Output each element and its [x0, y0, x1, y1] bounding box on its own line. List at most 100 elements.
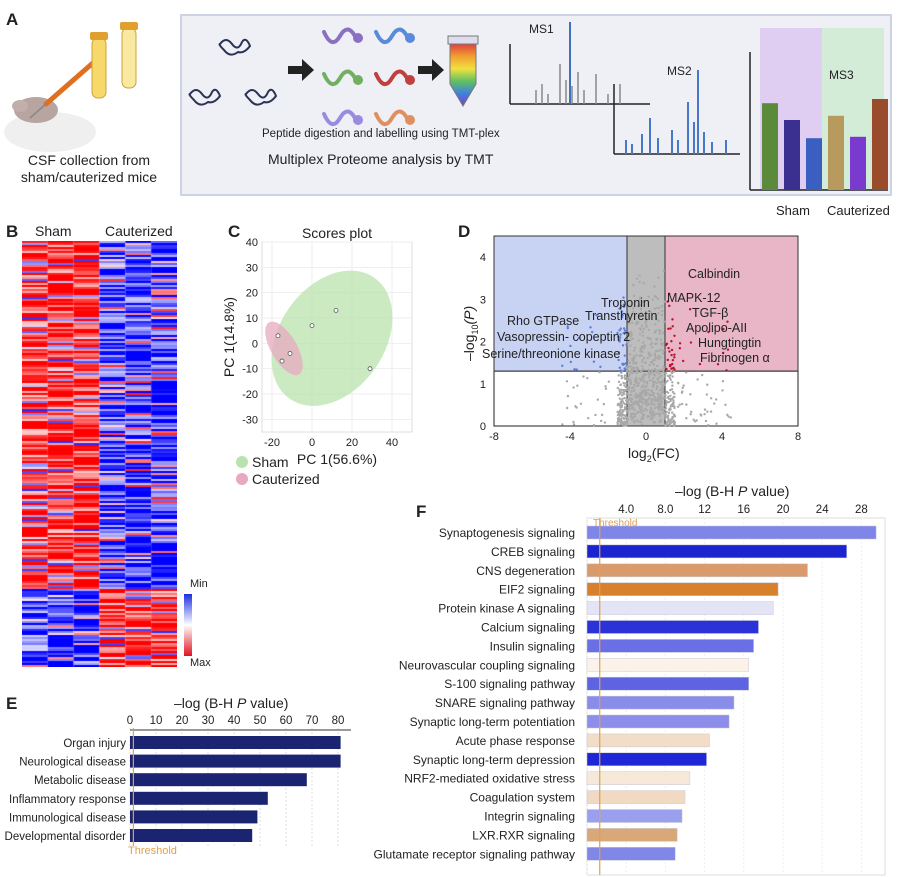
volcano-point [661, 304, 664, 308]
volcano-point [661, 388, 665, 391]
volcano-point [638, 395, 641, 398]
pca-ytick: -30 [242, 414, 258, 426]
volcano-point [706, 383, 709, 386]
volcano-point [639, 410, 642, 414]
volcano-point [672, 370, 676, 373]
panel-f-category-label: Acute phase response [456, 734, 576, 748]
volcano-point [669, 373, 672, 377]
volcano-point [623, 396, 626, 400]
volcano-point [636, 370, 639, 374]
volcano-point [623, 384, 626, 387]
panel-f-bar [586, 563, 808, 578]
volcano-point [645, 324, 648, 327]
volcano-point [689, 413, 692, 416]
volcano-point [647, 376, 651, 379]
panel-e-axis-title: –log (B-H P value) [174, 695, 289, 711]
volcano-point [630, 406, 634, 409]
volcano-point [629, 399, 632, 402]
volcano-point [664, 417, 667, 420]
panel-e-letter: E [6, 694, 18, 713]
volcano-point [628, 373, 631, 376]
volcano-point [713, 402, 716, 405]
volcano-point [676, 405, 680, 408]
panel-e-threshold-label: Threshold [128, 845, 177, 857]
volcano-point [648, 396, 651, 399]
ms3-bar [806, 138, 822, 190]
volcano-point [641, 378, 644, 382]
volcano-point [621, 344, 625, 347]
volcano-point [627, 365, 631, 368]
panel-e-xtick: 10 [150, 715, 163, 727]
volcano-point [635, 384, 638, 388]
panel-e-xtick: 40 [228, 715, 241, 727]
volcano-xtick: 4 [719, 431, 725, 443]
volcano-point [617, 380, 621, 384]
volcano-point [617, 335, 620, 339]
volcano-point [662, 365, 665, 368]
volcano-label-left: Troponin [601, 296, 650, 310]
volcano-point [626, 378, 629, 382]
volcano-point [604, 387, 608, 391]
volcano-point [621, 313, 624, 317]
volcano-point [626, 410, 630, 414]
volcano-point [633, 383, 636, 387]
volcano-point [662, 390, 665, 394]
volcano-point [671, 384, 674, 387]
volcano-point [619, 409, 622, 412]
volcano-point [660, 400, 664, 404]
volcano-point [668, 350, 671, 353]
volcano-point [662, 367, 666, 370]
volcano-point [664, 407, 668, 410]
volcano-point [669, 399, 672, 402]
volcano-ytick: 0 [480, 421, 486, 433]
volcano-point [666, 379, 669, 383]
volcano-point [617, 417, 620, 420]
volcano-point [630, 367, 634, 371]
volcano-point [647, 372, 650, 376]
volcano-point [661, 331, 665, 335]
volcano-point [651, 346, 654, 349]
volcano-point [655, 385, 659, 388]
volcano-point [658, 306, 661, 310]
volcano-point [664, 394, 667, 397]
ms1-label: MS1 [529, 22, 554, 36]
volcano-point [705, 393, 709, 396]
volcano-point [638, 274, 641, 277]
volcano-point [640, 408, 644, 411]
volcano-point [669, 419, 672, 422]
panel-e-xtick: 50 [254, 715, 267, 727]
volcano-point [622, 381, 625, 385]
volcano-point [662, 370, 665, 373]
volcano-point [565, 406, 569, 410]
volcano-point [667, 400, 671, 404]
volcano-point [561, 423, 564, 426]
ms3-bar [850, 136, 866, 190]
pca-title: Scores plot [302, 225, 372, 241]
volcano-point [628, 322, 631, 325]
volcano-point [656, 399, 659, 403]
volcano-point [647, 328, 651, 332]
volcano-point [635, 376, 638, 380]
panel-b-letter: B [6, 222, 19, 241]
volcano-point [637, 321, 640, 324]
volcano-point [665, 400, 669, 404]
pca-point-cauterized [275, 333, 281, 339]
volcano-point [649, 406, 653, 409]
volcano-point [638, 296, 642, 300]
volcano-point [565, 380, 569, 383]
volcano-point [586, 376, 589, 380]
volcano-point [625, 369, 629, 372]
volcano-point [620, 310, 624, 313]
volcano-point [630, 390, 633, 393]
volcano-point [617, 410, 620, 414]
volcano-point [654, 313, 657, 316]
volcano-point [658, 412, 661, 416]
volcano-point [641, 346, 644, 349]
volcano-point [666, 414, 670, 417]
volcano-point [640, 400, 644, 404]
volcano-point [630, 412, 634, 415]
pca-ytick: 20 [246, 288, 258, 300]
volcano-point [672, 413, 676, 416]
volcano-point [649, 337, 652, 341]
volcano-point [721, 380, 725, 383]
